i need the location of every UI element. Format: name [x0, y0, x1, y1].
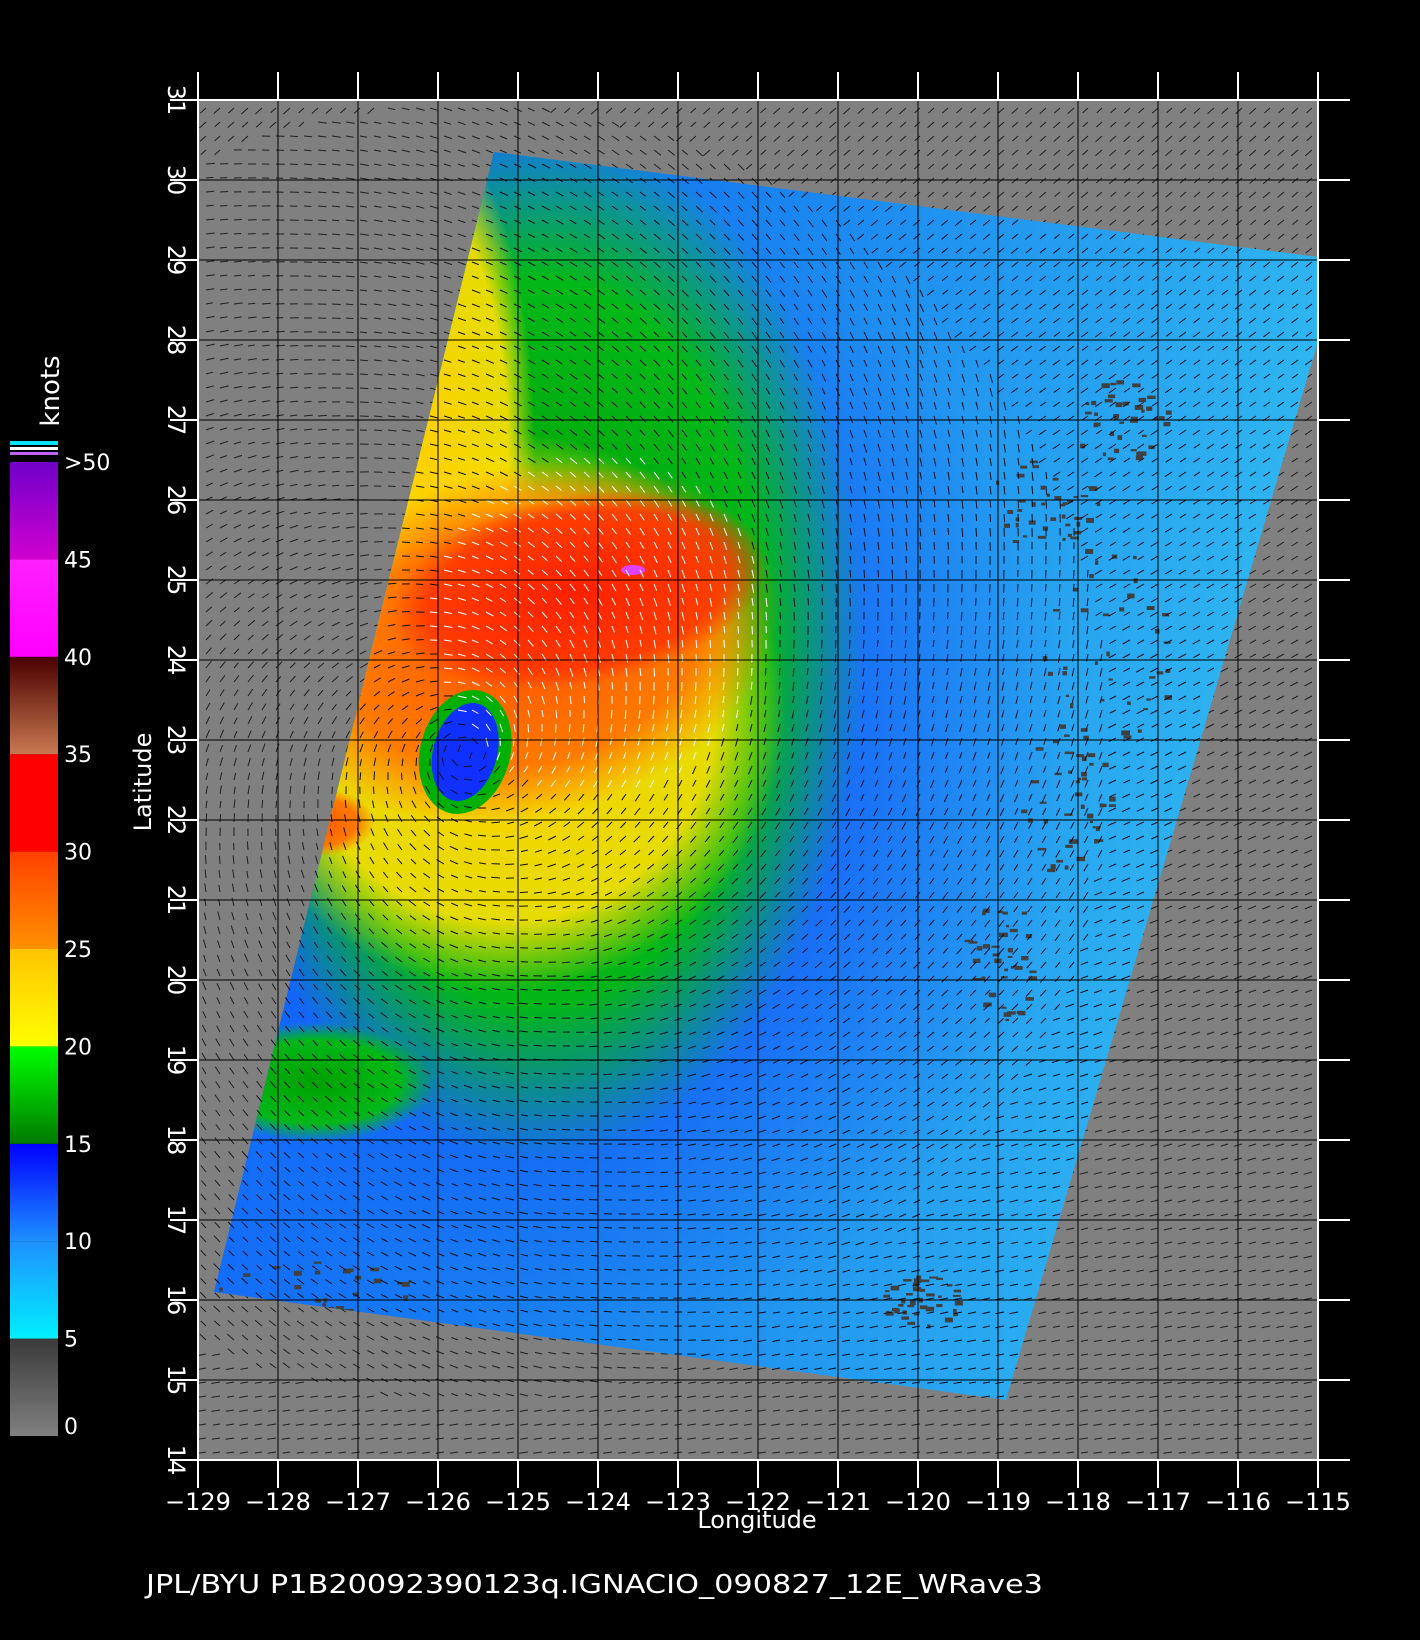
colorbar-overflow-stripe: [10, 452, 58, 455]
colorbar-band: [10, 1339, 58, 1436]
x-tick-label: −120: [885, 1488, 951, 1516]
y-tick-label: 16: [162, 1285, 190, 1316]
x-tick-label: −115: [1285, 1488, 1351, 1516]
y-tick-label: 17: [162, 1205, 190, 1236]
x-tick-label: −124: [565, 1488, 631, 1516]
y-axis-label: Latitude: [129, 733, 157, 832]
y-tick-label: 25: [162, 565, 190, 596]
y-tick-label: 28: [162, 325, 190, 356]
colorbar-band: [10, 754, 58, 851]
colorbar-tick-label: 10: [64, 1230, 92, 1255]
x-tick-label: −119: [965, 1488, 1031, 1516]
x-tick-label: −129: [165, 1488, 231, 1516]
x-tick-label: −117: [1125, 1488, 1191, 1516]
colorbar-tick-label: >50: [64, 451, 110, 476]
colorbar-tick-labels: 0 5 10 15 20 25 30 35 40 45 >50: [64, 451, 110, 1440]
y-tick-label: 30: [162, 165, 190, 196]
colorbar-band: [10, 559, 58, 656]
colorbar-band: [10, 1241, 58, 1338]
y-tick-label: 29: [162, 245, 190, 276]
y-tick-label: 14: [162, 1445, 190, 1476]
colorbar-tick-label: 20: [64, 1035, 92, 1060]
y-tick-label: 24: [162, 645, 190, 676]
y-tick-label: 19: [162, 1045, 190, 1076]
y-tick-label: 23: [162, 725, 190, 756]
colorbar: [10, 441, 58, 1436]
colorbar-band: [10, 1144, 58, 1241]
colorbar-overflow-stripe: [10, 447, 58, 450]
y-tick-label: 15: [162, 1365, 190, 1396]
colorbar-tick-label: 0: [64, 1415, 78, 1440]
x-axis-label: Longitude: [697, 1506, 816, 1534]
colorbar-tick-label: 40: [64, 646, 92, 671]
x-tick-label: −116: [1205, 1488, 1271, 1516]
colorbar-band: [10, 852, 58, 949]
colorbar-tick-label: 15: [64, 1133, 92, 1158]
colorbar-tick-label: 45: [64, 548, 92, 573]
y-tick-label: 27: [162, 405, 190, 436]
x-tick-label: −126: [405, 1488, 471, 1516]
colorbar-tick-label: 30: [64, 841, 92, 866]
x-tick-label: −125: [485, 1488, 551, 1516]
x-tick-label: −127: [325, 1488, 391, 1516]
y-tick-label: 18: [162, 1125, 190, 1156]
colorbar-band: [10, 657, 58, 754]
y-tick-labels: 14 15 16 17 18 19 20 21 22 23 24 25 26 27 28 29 30 31: [162, 85, 190, 1476]
x-tick-label: −118: [1045, 1488, 1111, 1516]
colorbar-band: [10, 462, 58, 559]
x-tick-label: −128: [245, 1488, 311, 1516]
colorbar-tick-label: 25: [64, 938, 92, 963]
colorbar-overflow-stripe: [10, 441, 58, 445]
colorbar-band: [10, 949, 58, 1046]
y-tick-label: 20: [162, 965, 190, 996]
y-tick-label: 26: [162, 485, 190, 516]
colorbar-tick-label: 5: [64, 1328, 78, 1353]
y-tick-label: 31: [162, 85, 190, 116]
footer-caption: JPL/BYU P1B20092390123q.IGNACIO_090827_1…: [144, 1570, 1043, 1600]
y-tick-label: 22: [162, 805, 190, 836]
y-tick-label: 21: [162, 885, 190, 916]
colorbar-title: knots: [36, 355, 66, 426]
colorbar-band: [10, 1046, 58, 1143]
colorbar-tick-label: 35: [64, 743, 92, 768]
